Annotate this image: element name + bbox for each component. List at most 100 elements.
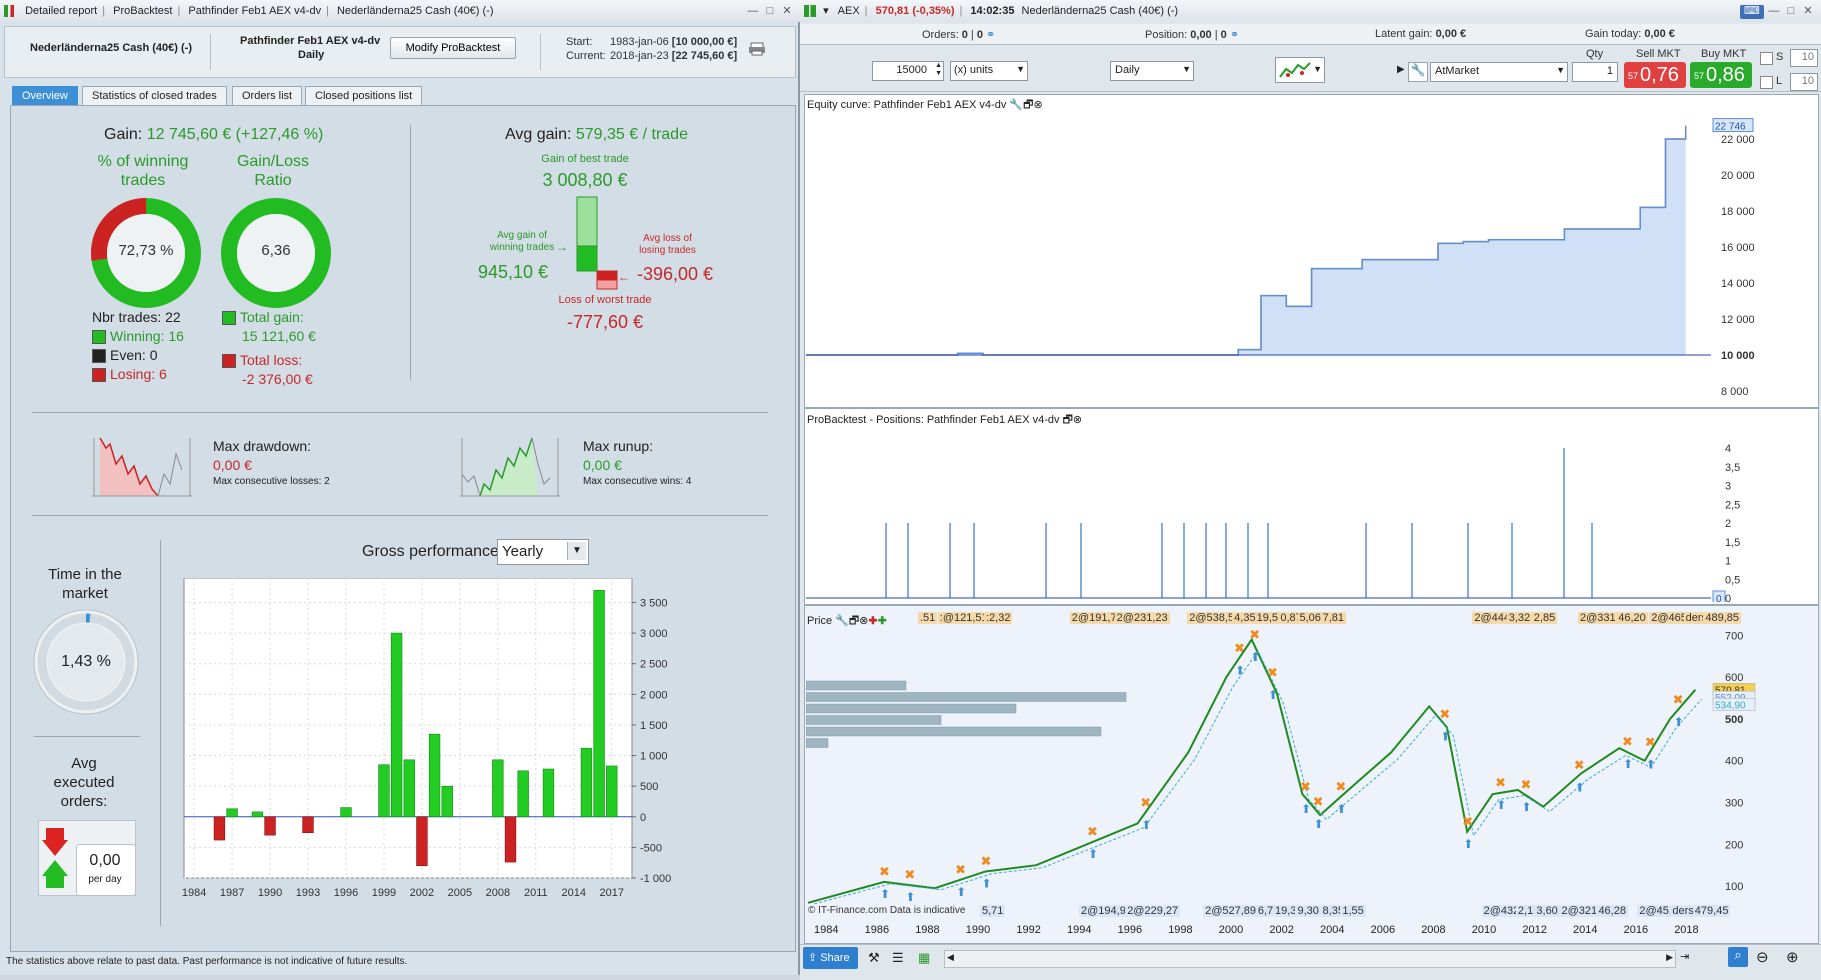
app-menu-icon[interactable] bbox=[4, 5, 18, 18]
minimize-icon[interactable]: — bbox=[1768, 5, 1780, 17]
title-part-2: ProBacktest bbox=[113, 5, 173, 17]
close-icon[interactable]: ✕ bbox=[1803, 5, 1813, 17]
tab-orders-list[interactable]: Orders list bbox=[232, 86, 303, 106]
bar bbox=[302, 816, 314, 833]
last-value-box bbox=[1712, 118, 1754, 133]
exit-marker: ✖ bbox=[1313, 795, 1324, 810]
list-icon[interactable]: ☰ bbox=[892, 950, 904, 965]
position-info: Position: 0,00 | 0 ⚭ bbox=[1145, 29, 1240, 41]
y-tick-label: 12 000 bbox=[1721, 314, 1755, 326]
scroll-end-icon[interactable]: ⇥ bbox=[1680, 951, 1690, 963]
instrument-chevron-icon[interactable]: ▾ bbox=[823, 5, 829, 17]
qty-input[interactable]: 1 bbox=[1572, 62, 1618, 82]
entry-arrow: ⬆ bbox=[905, 890, 915, 904]
chevron-down-icon[interactable]: ▼ bbox=[1182, 64, 1191, 74]
trade-tag: 4,35 bbox=[1232, 612, 1258, 624]
stepper-arrows-icon[interactable]: ▲ ▼ bbox=[935, 62, 942, 77]
scroll-right-icon[interactable]: ▶ bbox=[1666, 952, 1673, 962]
order-panel-expand-icon[interactable]: ▶ bbox=[1397, 64, 1405, 75]
time-in-market-value: 1,43 % bbox=[61, 653, 111, 670]
window-icon[interactable]: 🗗 bbox=[848, 615, 860, 627]
close-icon[interactable]: ✕ bbox=[782, 5, 792, 17]
bar bbox=[378, 764, 390, 818]
units-stepper[interactable]: 15000 ▲ ▼ bbox=[872, 61, 944, 81]
timeframe-select[interactable]: Daily ▼ bbox=[1110, 61, 1194, 81]
l-input[interactable]: 10 bbox=[1790, 73, 1818, 91]
maximize-icon[interactable]: □ bbox=[1787, 5, 1795, 17]
instrument-name[interactable]: AEX bbox=[837, 5, 860, 17]
buy-market-button[interactable]: 57 0,86 bbox=[1690, 62, 1752, 88]
instrument-price: 570,81 bbox=[875, 5, 910, 17]
limit-checkbox[interactable] bbox=[1760, 76, 1773, 89]
exit-marker: ✖ bbox=[1267, 666, 1278, 681]
trade-tag: :2,32 bbox=[984, 612, 1013, 624]
tab-closed-positions[interactable]: Closed positions list bbox=[305, 86, 423, 106]
link-icon[interactable]: ⚭ bbox=[1229, 29, 1240, 41]
tab-overview[interactable]: Overview bbox=[12, 86, 78, 106]
horizontal-scrollbar[interactable]: ◀ ▶ bbox=[944, 950, 1676, 968]
wrench-icon[interactable]: 🔧 bbox=[1408, 62, 1428, 82]
add-indicator-icon[interactable]: ✚ bbox=[877, 615, 887, 627]
window-icon[interactable]: 🗗 bbox=[1023, 99, 1034, 111]
wrench-icon[interactable]: 🔧 bbox=[835, 615, 849, 627]
chart-app-icon[interactable] bbox=[804, 5, 816, 18]
position-label: Position: bbox=[1145, 29, 1188, 41]
trade-tag: 19,59 bbox=[1254, 612, 1287, 624]
modify-probacktest-button[interactable]: Modify ProBacktest bbox=[390, 37, 516, 59]
trade-tag: 2@229,27 bbox=[1125, 905, 1181, 917]
arrow-right-icon: → bbox=[556, 240, 568, 254]
avg-loss-label: Avg loss of losing trades bbox=[639, 233, 696, 256]
entry-arrow: ⬆ bbox=[1336, 802, 1346, 816]
entry-arrow: ⬆ bbox=[1463, 837, 1473, 851]
y-tick-label: 3 500 bbox=[640, 597, 668, 609]
bar bbox=[580, 747, 593, 818]
maximize-icon[interactable]: □ bbox=[766, 5, 774, 17]
sell-market-button[interactable]: 57 0,76 bbox=[1624, 62, 1686, 88]
entry-arrow: ⬆ bbox=[1088, 847, 1098, 861]
gross-perf-period-select[interactable]: Yearly ▼ bbox=[497, 539, 589, 565]
chevron-down-icon[interactable]: ▼ bbox=[1016, 64, 1025, 74]
avg-gain-label: Avg gain: bbox=[505, 126, 572, 143]
minimize-icon[interactable]: — bbox=[747, 5, 759, 17]
share-button[interactable]: ⇪ Share bbox=[803, 947, 858, 969]
scroll-left-icon[interactable]: ◀ bbox=[947, 952, 954, 962]
chevron-down-icon[interactable]: ▼ bbox=[1313, 64, 1322, 74]
trade-tag: 7,81 bbox=[1320, 612, 1347, 624]
s-input[interactable]: 10 bbox=[1790, 49, 1818, 67]
exit-marker: ✖ bbox=[955, 863, 966, 878]
grid-icon[interactable]: ▦ bbox=[918, 950, 931, 965]
close-circle-icon[interactable]: ⊗ bbox=[1033, 99, 1043, 111]
price-chart: 700600500400300200100✖⬆✖⬆✖⬆✖⬆✖⬆✖⬆✖⬆✖⬆✖⬆✖… bbox=[806, 628, 1756, 905]
order-type-select[interactable]: AtMarket ▼ bbox=[1430, 62, 1568, 82]
zoom-out-icon[interactable]: ⊖ bbox=[1756, 949, 1769, 966]
y-tick-label: 22 000 bbox=[1721, 134, 1755, 146]
chevron-down-icon[interactable]: ▼ bbox=[1556, 65, 1565, 75]
print-icon[interactable] bbox=[748, 42, 766, 56]
total-loss-label: Total loss: bbox=[240, 352, 303, 368]
zoom-in-icon[interactable]: ⊕ bbox=[1786, 949, 1799, 966]
y-tick-label: 3 000 bbox=[640, 628, 668, 640]
tools-icon[interactable]: ⚒ bbox=[868, 950, 880, 965]
chart-type-button[interactable]: ▼ bbox=[1275, 57, 1325, 83]
link-icon[interactable]: ⚭ bbox=[986, 29, 996, 41]
close-circle-icon[interactable]: ⊗ bbox=[1072, 414, 1083, 426]
units-type-select[interactable]: (x) units ▼ bbox=[950, 61, 1028, 81]
close-circle-icon[interactable]: ⊗ bbox=[859, 615, 869, 627]
chevron-down-icon[interactable]: ▼ bbox=[567, 542, 586, 560]
add-indicator-icon[interactable]: ✚ bbox=[868, 615, 878, 627]
start-date: 1983-jan-06 bbox=[610, 36, 669, 48]
price-title: Price 🔧🗗⊗✚✚ bbox=[807, 612, 887, 631]
x-tick-label: 1990 bbox=[258, 887, 282, 899]
tab-statistics[interactable]: Statistics of closed trades bbox=[82, 86, 227, 106]
keyboard-icon[interactable]: ⌨ bbox=[1739, 5, 1764, 19]
y-tick-label: 400 bbox=[1725, 756, 1743, 768]
gain-label: Gain: bbox=[104, 126, 143, 143]
wrench-icon[interactable]: 🔧 bbox=[1009, 99, 1024, 111]
entry-arrow: ⬆ bbox=[1496, 798, 1506, 812]
stop-checkbox[interactable] bbox=[1760, 52, 1773, 65]
zoom-fit-icon[interactable]: ⌕ bbox=[1728, 947, 1748, 967]
bar bbox=[403, 759, 415, 818]
window-icon[interactable]: 🗗 bbox=[1062, 414, 1073, 426]
qty-label: Qty bbox=[1586, 48, 1604, 60]
price-tags-top: .51:@121,51:2,32 2@191,79 2@231,23 2@538,54… bbox=[918, 612, 1742, 628]
